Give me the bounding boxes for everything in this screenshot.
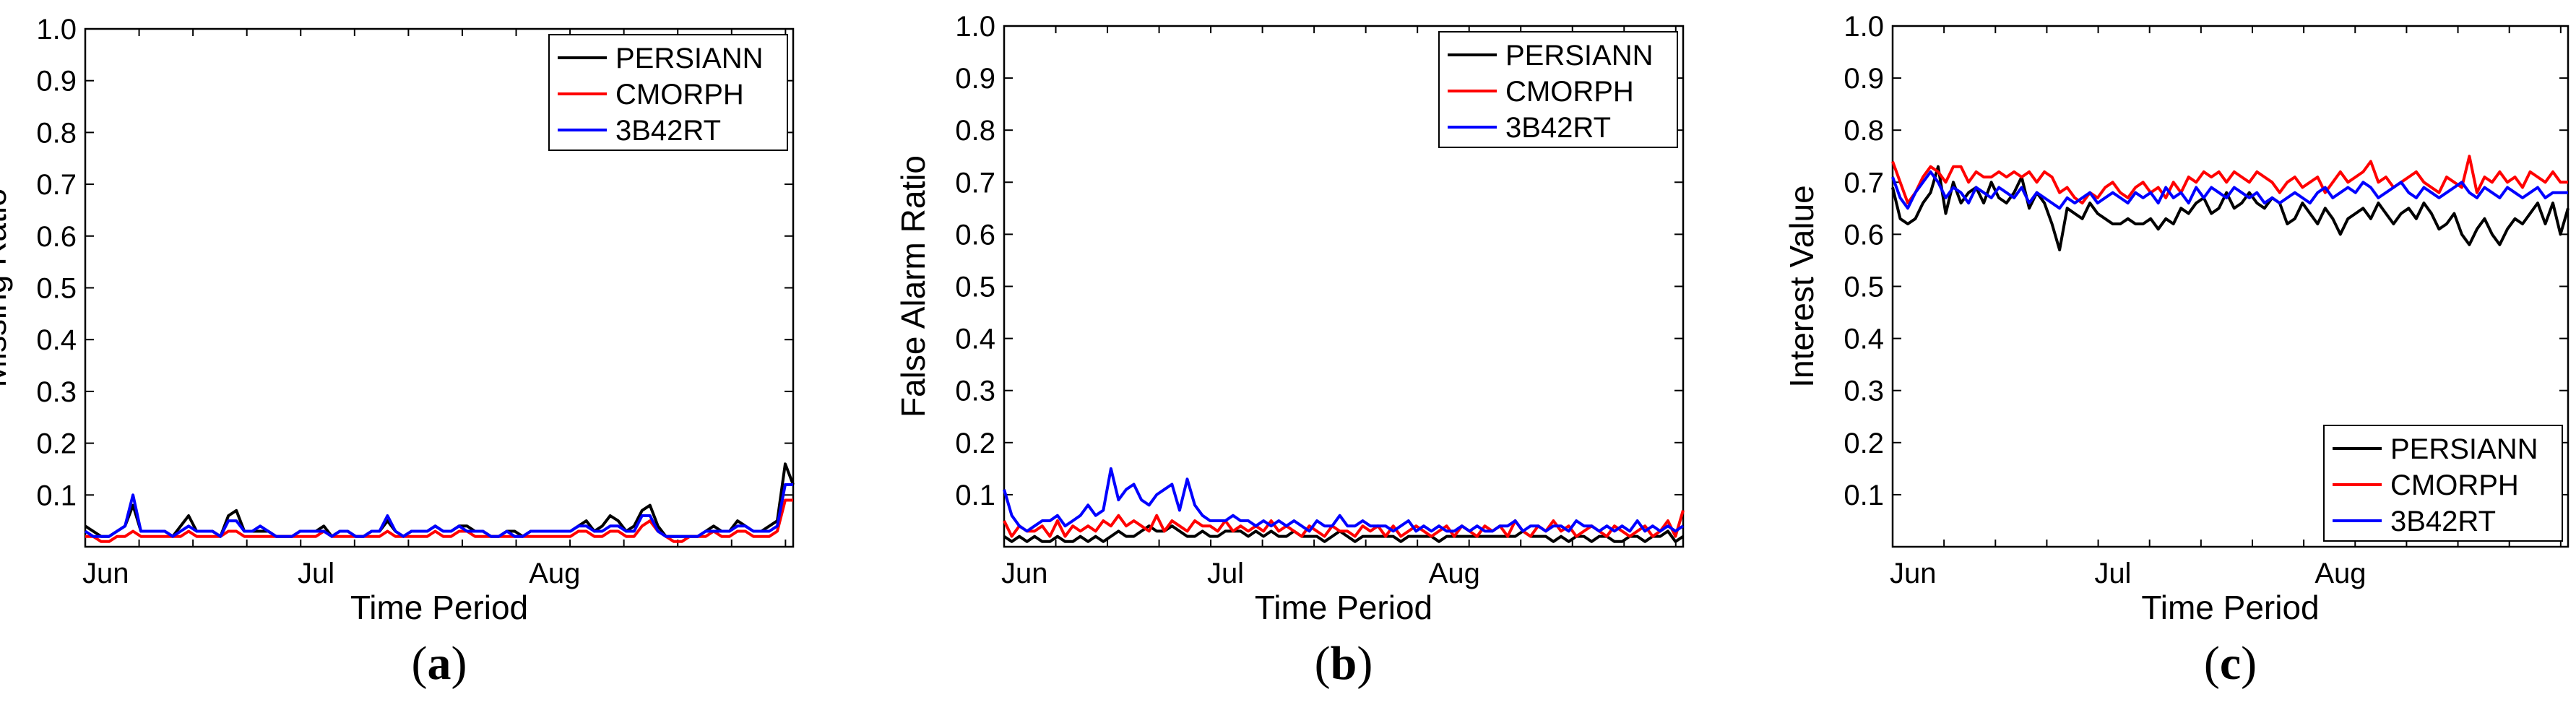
x-tick-label: Aug	[1429, 558, 1480, 589]
legend-label: PERSIANN	[1505, 40, 1654, 72]
panel-caption: (b)	[1315, 637, 1373, 690]
series-line-persiann	[1003, 524, 1685, 543]
legend-label: CMORPH	[1505, 76, 1634, 108]
y-tick-label: 0.2	[955, 428, 995, 459]
series-line-persiann	[1891, 165, 2569, 251]
y-tick-label: 0.4	[955, 324, 995, 355]
panel-caption: (c)	[2204, 637, 2257, 690]
y-tick-label: 0.2	[1844, 428, 1884, 459]
series-line-cmorph	[85, 498, 793, 543]
y-tick-label: 0.1	[1844, 480, 1884, 511]
y-axis-label: Interest Value	[1783, 185, 1820, 387]
legend-label: 3B42RT	[615, 115, 721, 147]
y-tick-label: 1.0	[955, 11, 995, 43]
y-tick-label: 0.4	[36, 324, 77, 356]
series-line-3b42rt	[1891, 170, 2568, 210]
y-tick-label: 0.9	[955, 63, 995, 95]
y-tick-label: 1.0	[36, 14, 77, 46]
y-tick-label: 0.7	[36, 169, 77, 201]
y-tick-label: 0.8	[36, 117, 77, 149]
y-tick-label: 0.7	[955, 167, 995, 199]
legend-label: CMORPH	[615, 79, 744, 111]
y-tick-label: 0.4	[1844, 324, 1884, 355]
x-tick-label: Jul	[2094, 558, 2131, 589]
y-tick-label: 1.0	[1844, 11, 1884, 43]
y-tick-label: 0.1	[955, 480, 995, 511]
legend-label: CMORPH	[2390, 469, 2519, 501]
x-tick-label: Jul	[1207, 558, 1244, 589]
x-axis-label: Time Period	[2141, 589, 2319, 626]
y-tick-label: 0.5	[1844, 272, 1884, 303]
legend-label: PERSIANN	[2390, 433, 2538, 465]
y-tick-label: 0.5	[36, 273, 77, 305]
panel-caption: (a)	[412, 637, 467, 690]
series-line-cmorph	[1891, 155, 2568, 205]
x-tick-label: Jun	[1001, 558, 1048, 589]
y-tick-label: 0.5	[955, 272, 995, 303]
legend-label: 3B42RT	[1505, 112, 1611, 144]
y-tick-label: 0.9	[36, 66, 77, 98]
y-tick-label: 0.6	[955, 219, 995, 251]
y-tick-label: 0.9	[1844, 63, 1884, 95]
series-line-persiann	[84, 462, 795, 538]
y-axis-label: False Alarm Ratio	[894, 155, 932, 417]
x-tick-label: Jun	[82, 558, 129, 589]
x-tick-label: Jun	[1890, 558, 1937, 589]
chart-panel-b: 0.1 0.2 0.3 0.4 0.5 0.6 0.7 0.8 0.9 1.0 Jun Jul AugT…	[894, 11, 1685, 690]
y-tick-label: 0.2	[36, 428, 77, 460]
y-tick-label: 0.1	[36, 480, 77, 511]
y-axis-label: Missing Ratio	[0, 188, 13, 387]
y-tick-label: 0.8	[955, 115, 995, 147]
legend-label: 3B42RT	[2390, 506, 2496, 537]
y-tick-label: 0.6	[36, 221, 77, 253]
chart-panel-c: 0.1 0.2 0.3 0.4 0.5 0.6 0.7 0.8 0.9 1.0 Jun Jul AugT…	[1783, 11, 2569, 690]
legend-label: PERSIANN	[615, 43, 764, 74]
x-tick-label: Jul	[298, 558, 334, 589]
chart-panel-a: 0.1 0.2 0.3 0.4 0.5 0.6 0.7 0.8 0.9 1.0 Jun Jul AugT…	[0, 14, 795, 690]
y-tick-label: 0.8	[1844, 115, 1884, 147]
x-axis-label: Time Period	[350, 589, 528, 626]
y-tick-label: 0.7	[1844, 167, 1884, 199]
x-axis-label: Time Period	[1255, 589, 1432, 626]
series-line-3b42rt	[1003, 467, 1685, 533]
x-tick-label: Aug	[529, 558, 580, 589]
x-tick-label: Aug	[2314, 558, 2366, 589]
y-tick-label: 0.6	[1844, 219, 1884, 251]
series-line-3b42rt	[84, 483, 793, 538]
y-tick-label: 0.3	[955, 376, 995, 407]
y-tick-label: 0.3	[1844, 376, 1884, 407]
y-tick-label: 0.3	[36, 376, 77, 408]
